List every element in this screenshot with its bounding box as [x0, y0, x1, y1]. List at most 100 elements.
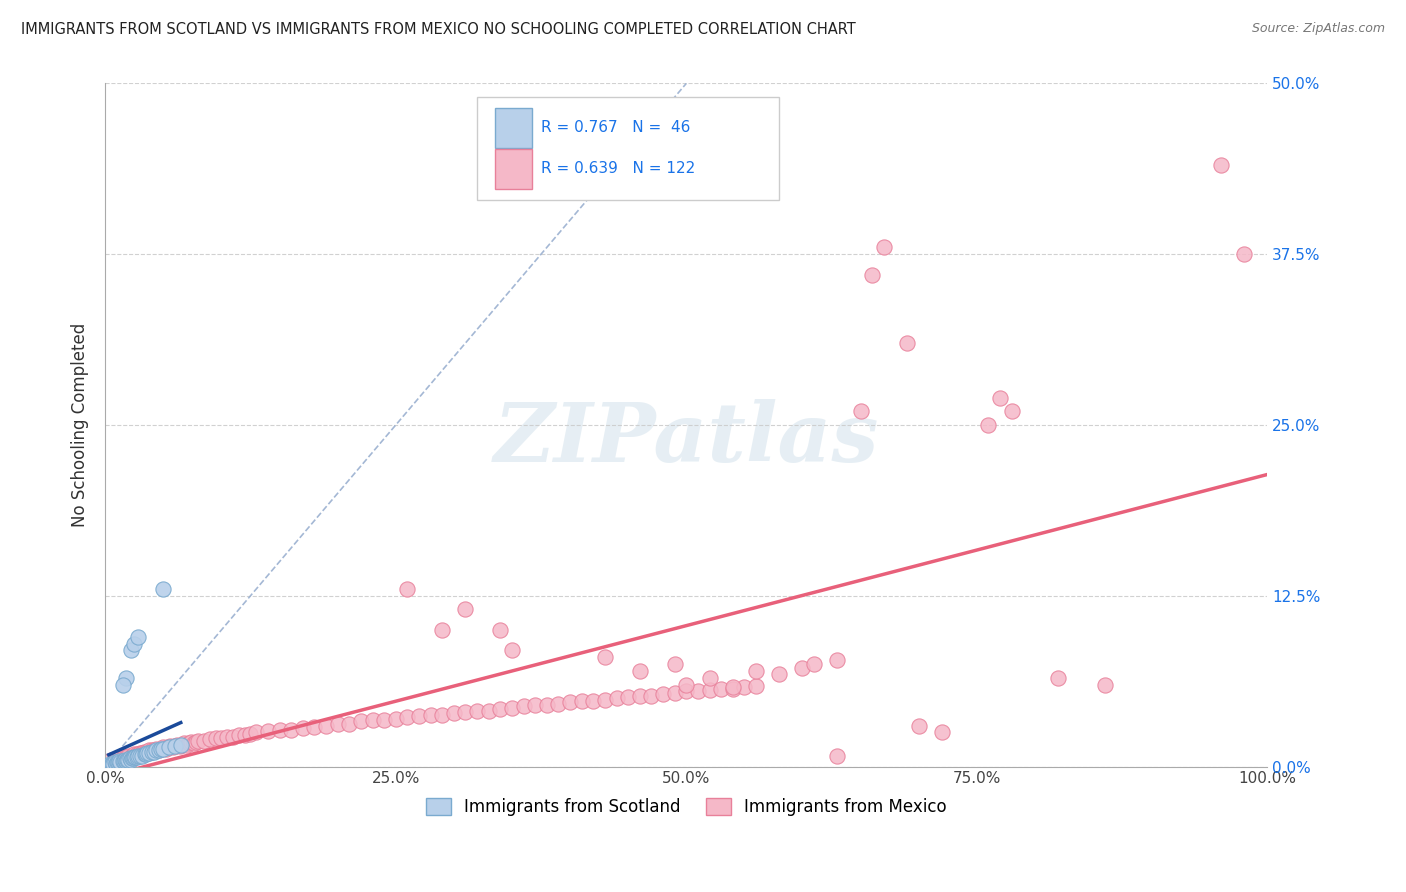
Point [135, 745, 157, 759]
Point [396, 710, 419, 724]
Point [118, 751, 141, 765]
Point [640, 689, 662, 703]
Point [896, 336, 918, 351]
Point [204, 731, 226, 745]
Point [166, 738, 188, 752]
Point [478, 704, 501, 718]
Point [98, 756, 121, 771]
Point [162, 740, 184, 755]
Point [129, 747, 152, 762]
Point [127, 630, 149, 644]
Point [593, 650, 616, 665]
Point [143, 745, 166, 759]
Point [558, 695, 581, 709]
Point [408, 709, 430, 723]
Point [228, 728, 250, 742]
Point [138, 746, 160, 760]
Point [111, 754, 134, 768]
Point [664, 657, 686, 672]
Point [122, 750, 145, 764]
Point [280, 723, 302, 737]
Point [155, 741, 177, 756]
Point [217, 730, 239, 744]
Point [177, 736, 200, 750]
FancyBboxPatch shape [495, 108, 531, 148]
Point [104, 756, 127, 771]
Point [710, 681, 733, 696]
Point [907, 718, 929, 732]
Point [100, 753, 122, 767]
Point [156, 740, 179, 755]
Point [245, 725, 267, 739]
Point [664, 686, 686, 700]
Point [134, 747, 156, 762]
Point [350, 714, 373, 729]
Point [120, 750, 142, 764]
Point [132, 745, 155, 759]
Point [129, 748, 152, 763]
Point [136, 745, 159, 759]
Point [432, 707, 454, 722]
Point [129, 746, 152, 760]
Point [384, 712, 406, 726]
Point [120, 753, 142, 767]
Point [675, 684, 697, 698]
Point [827, 653, 849, 667]
Point [860, 268, 883, 282]
Point [699, 671, 721, 685]
Point [122, 751, 145, 765]
Point [108, 754, 131, 768]
Point [733, 681, 755, 695]
Point [112, 750, 135, 764]
Point [150, 741, 173, 756]
Text: R = 0.767   N =  46: R = 0.767 N = 46 [541, 120, 690, 136]
Point [1094, 677, 1116, 691]
Point [111, 751, 134, 765]
Y-axis label: No Schooling Completed: No Schooling Completed [72, 323, 89, 527]
Point [489, 702, 512, 716]
Point [209, 731, 232, 745]
Point [145, 741, 167, 756]
Point [326, 717, 349, 731]
Point [183, 736, 205, 750]
Point [157, 740, 180, 755]
Point [1209, 158, 1232, 172]
Point [136, 746, 159, 760]
Point [1233, 247, 1256, 261]
Point [536, 698, 558, 712]
Point [233, 728, 256, 742]
Point [593, 692, 616, 706]
Point [110, 750, 132, 764]
Point [169, 739, 191, 753]
Point [150, 741, 173, 756]
Point [571, 694, 593, 708]
Point [304, 720, 326, 734]
Point [125, 750, 148, 764]
Point [977, 417, 1000, 432]
Point [803, 657, 825, 672]
Text: R = 0.639   N = 122: R = 0.639 N = 122 [541, 161, 695, 177]
Point [315, 718, 337, 732]
Point [117, 753, 139, 767]
Point [176, 738, 198, 752]
Point [792, 661, 814, 675]
Point [675, 677, 697, 691]
Point [361, 713, 384, 727]
Point [136, 746, 159, 760]
Point [198, 732, 221, 747]
Point [159, 739, 181, 753]
Point [105, 756, 128, 770]
Point [122, 750, 145, 764]
Point [120, 643, 142, 657]
Point [443, 706, 465, 721]
Point [686, 684, 709, 698]
Point [124, 750, 146, 764]
Point [97, 758, 120, 772]
Point [139, 745, 162, 759]
Point [163, 739, 186, 753]
Point [122, 637, 145, 651]
Point [1047, 671, 1070, 685]
Point [121, 748, 143, 763]
Point [148, 743, 170, 757]
Point [721, 681, 744, 696]
